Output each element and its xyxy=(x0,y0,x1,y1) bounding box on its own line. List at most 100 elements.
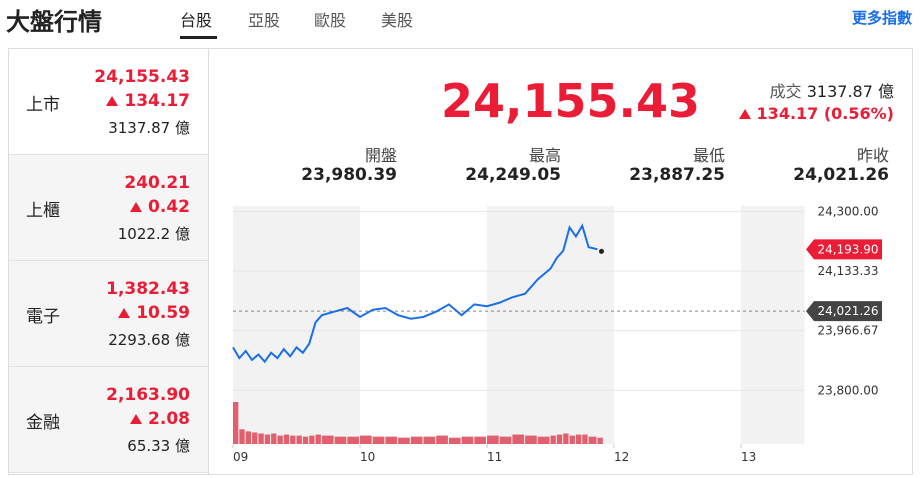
market-value: 1,382.43 xyxy=(106,279,190,299)
market-value: 2,163.90 xyxy=(106,385,190,405)
hour-shade xyxy=(741,206,805,444)
volume-bar xyxy=(512,434,525,444)
stat-label: 最高 xyxy=(528,146,561,165)
market-change: 134.17 xyxy=(124,91,190,111)
y-tick-label: 24,300.00 xyxy=(817,204,878,218)
market-item[interactable]: 金融 2,163.90 2.08 65.33 億 xyxy=(9,367,208,473)
volume-bar xyxy=(347,436,359,444)
volume-bar xyxy=(582,434,588,444)
hour-shade xyxy=(487,206,614,444)
volume-bar xyxy=(252,432,258,444)
last-point xyxy=(598,248,604,254)
y-tick-label: 23,966.67 xyxy=(817,324,878,338)
y-tick-label: 24,133.33 xyxy=(817,264,878,278)
market-name: 上市 xyxy=(26,95,60,115)
title: 大盤行情 xyxy=(6,8,102,36)
y-tick-label: 23,800.00 xyxy=(817,383,878,397)
last-tag xyxy=(806,239,882,260)
x-tick-label: 11 xyxy=(487,450,502,464)
market-change: 10.59 xyxy=(136,303,190,323)
market-name: 金融 xyxy=(26,413,60,433)
market-name: 上櫃 xyxy=(26,201,60,221)
market-item[interactable]: 電子 1,382.43 10.59 2293.68 億 xyxy=(9,261,208,367)
volume-bar xyxy=(423,436,436,444)
market-change-row: 10.59 xyxy=(118,303,190,323)
volume-bar xyxy=(487,435,499,444)
volume-bar xyxy=(398,437,410,444)
market-volume: 2293.68 億 xyxy=(108,331,190,349)
volume-bar xyxy=(556,434,563,444)
stat-value: 24,249.05 xyxy=(465,165,561,185)
volume-bar xyxy=(474,436,486,444)
volume-label: 成交 xyxy=(769,82,802,101)
volume-bar xyxy=(290,435,296,444)
volume-bar xyxy=(277,435,283,444)
volume-bar xyxy=(525,435,537,444)
tab[interactable]: 亞股 xyxy=(248,11,281,30)
stat-label: 最低 xyxy=(692,146,725,165)
volume-bar xyxy=(436,435,448,444)
market-value: 240.21 xyxy=(124,173,190,193)
volume-bar xyxy=(321,435,334,444)
tab-underline xyxy=(180,36,217,39)
x-tick-label: 13 xyxy=(741,450,756,464)
volume-bar xyxy=(372,436,385,444)
volume-bar xyxy=(360,435,372,444)
volume-bar xyxy=(258,433,264,444)
volume-bar xyxy=(239,429,245,444)
stat-value: 23,980.39 xyxy=(301,165,397,185)
volume-bar xyxy=(550,435,556,444)
change: 134.17 (0.56%) xyxy=(756,104,894,123)
market-item[interactable]: 上櫃 240.21 0.42 1022.2 億 xyxy=(9,155,208,261)
volume-bar xyxy=(448,437,461,444)
volume-bar xyxy=(569,435,575,444)
volume-bar xyxy=(537,436,550,444)
market-change-row: 134.17 xyxy=(106,91,190,111)
market-change-row: 2.08 xyxy=(130,409,190,429)
volume-bar xyxy=(385,436,398,444)
panel xyxy=(8,48,913,475)
stat-value: 24,021.26 xyxy=(793,165,889,185)
more-link[interactable]: 更多指數 xyxy=(851,9,912,27)
x-tick-label: 09 xyxy=(233,450,248,464)
reference-tag xyxy=(806,301,882,322)
stat-label: 開盤 xyxy=(364,146,397,165)
volume-bar xyxy=(334,436,347,444)
market-value: 24,155.43 xyxy=(94,67,190,87)
volume-bar xyxy=(410,436,423,444)
market-volume: 1022.2 億 xyxy=(117,225,190,243)
volume-bar xyxy=(597,437,603,444)
volume-bar xyxy=(461,436,474,444)
market-volume: 3137.87 億 xyxy=(108,119,190,137)
market-name: 電子 xyxy=(26,307,60,327)
volume-bar xyxy=(499,436,512,444)
volume-bar xyxy=(302,436,309,444)
main-value: 24,155.43 xyxy=(441,74,700,128)
market-volume: 65.33 億 xyxy=(127,437,190,455)
volume-bar xyxy=(309,435,315,444)
stat-label: 昨收 xyxy=(856,146,889,165)
volume-bar xyxy=(233,402,239,444)
volume-bar xyxy=(575,434,582,444)
price-line xyxy=(232,223,598,364)
x-tick-label: 10 xyxy=(360,450,375,464)
market-change: 0.42 xyxy=(148,197,190,217)
tab[interactable]: 歐股 xyxy=(314,11,347,30)
reference-label: 24,021.26 xyxy=(817,304,878,318)
volume-bar xyxy=(563,433,569,444)
market-change-row: 0.42 xyxy=(130,197,190,217)
market-item[interactable]: 上市 24,155.43 134.17 3137.87 億 xyxy=(9,49,208,155)
hour-shade xyxy=(233,206,360,444)
volume-bar xyxy=(271,433,277,444)
tab[interactable]: 美股 xyxy=(381,11,414,30)
last-label: 24,193.90 xyxy=(817,242,878,256)
volume-bar xyxy=(264,434,271,444)
x-tick-label: 12 xyxy=(614,450,629,464)
volume-bar xyxy=(315,434,321,444)
volume-bar xyxy=(588,436,597,444)
tab[interactable]: 台股 xyxy=(180,11,213,30)
volume-bar xyxy=(296,435,302,444)
volume-bar xyxy=(245,431,252,444)
